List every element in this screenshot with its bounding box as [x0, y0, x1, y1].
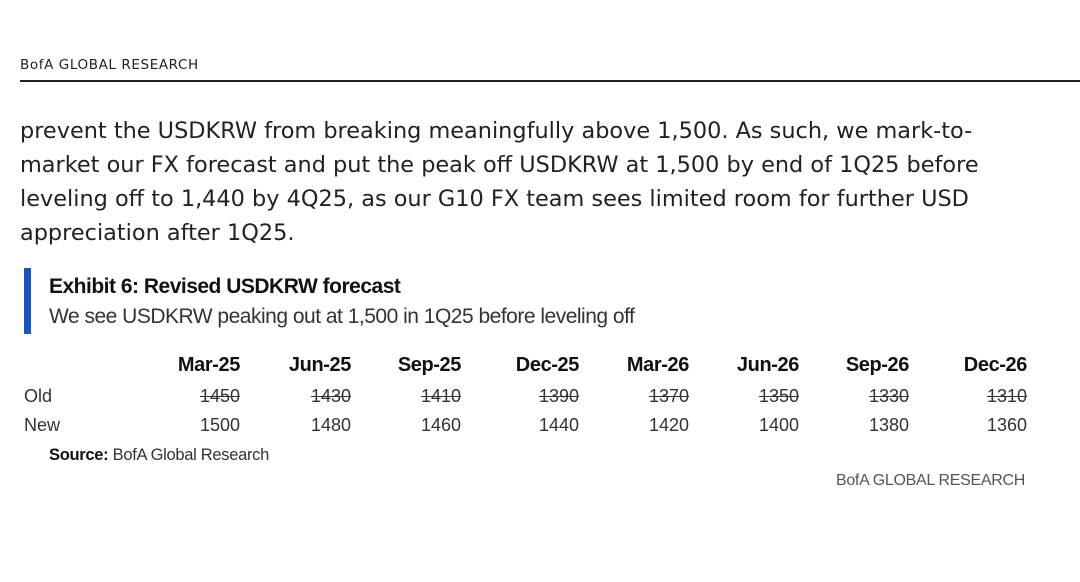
header-label: BofA GLOBAL RESEARCH [20, 57, 199, 73]
column-header: Mar-25 [177, 353, 240, 376]
table-cell: 1370 [648, 386, 689, 406]
body-paragraph: prevent the USDKRW from breaking meaning… [20, 114, 1060, 250]
table-cell: 1380 [868, 415, 909, 435]
exhibit-title: Exhibit 6: Revised USDKRW forecast [49, 275, 401, 298]
table-row-new: New 1500 1480 1460 1440 1420 1400 1380 1… [24, 411, 1027, 440]
table-cell: 1420 [648, 415, 689, 435]
source-label: Source: [49, 446, 109, 464]
table-header-row: Mar-25 Jun-25 Sep-25 Dec-25 Mar-26 Jun-2… [24, 348, 1027, 382]
source-text: BofA Global Research [112, 446, 270, 464]
body-line: appreciation after 1Q25. [20, 220, 295, 246]
table-cell: 1480 [310, 415, 351, 435]
body-line: leveling off to 1,440 by 4Q25, as our G1… [20, 186, 969, 212]
column-header: Jun-26 [736, 353, 799, 376]
column-header: Jun-25 [288, 353, 351, 376]
column-header: Dec-26 [963, 353, 1028, 376]
table-row-old: Old 1450 1430 1410 1390 1370 1350 1330 1… [24, 382, 1027, 411]
table-cell: 1440 [538, 415, 579, 435]
table-cell: 1450 [199, 386, 240, 406]
table-cell: 1360 [986, 415, 1027, 435]
column-header: Mar-26 [626, 353, 689, 376]
row-label: New [24, 415, 61, 435]
row-label: Old [24, 386, 53, 406]
body-line: prevent the USDKRW from breaking meaning… [20, 118, 973, 144]
footer-brand: BofA GLOBAL RESEARCH [835, 472, 1025, 489]
table-cell: 1410 [420, 386, 461, 406]
forecast-table: Mar-25 Jun-25 Sep-25 Dec-25 Mar-26 Jun-2… [24, 348, 1027, 440]
exhibit-accent-bar [24, 268, 31, 334]
table-cell: 1500 [199, 415, 240, 435]
table-cell: 1400 [758, 415, 799, 435]
table-cell: 1460 [420, 415, 461, 435]
column-header: Dec-25 [515, 353, 580, 376]
table-cell: 1430 [310, 386, 351, 406]
source-note: Source: BofA Global Research [49, 446, 269, 465]
row-label-header [24, 348, 144, 382]
exhibit-subtitle: We see USDKRW peaking out at 1,500 in 1Q… [49, 305, 635, 328]
table-cell: 1390 [538, 386, 579, 406]
body-line: market our FX forecast and put the peak … [20, 152, 979, 178]
table-cell: 1350 [758, 386, 799, 406]
column-header: Sep-26 [845, 353, 910, 376]
table-cell: 1310 [986, 386, 1027, 406]
header-divider [20, 80, 1080, 82]
column-header: Sep-25 [397, 353, 462, 376]
table-cell: 1330 [868, 386, 909, 406]
